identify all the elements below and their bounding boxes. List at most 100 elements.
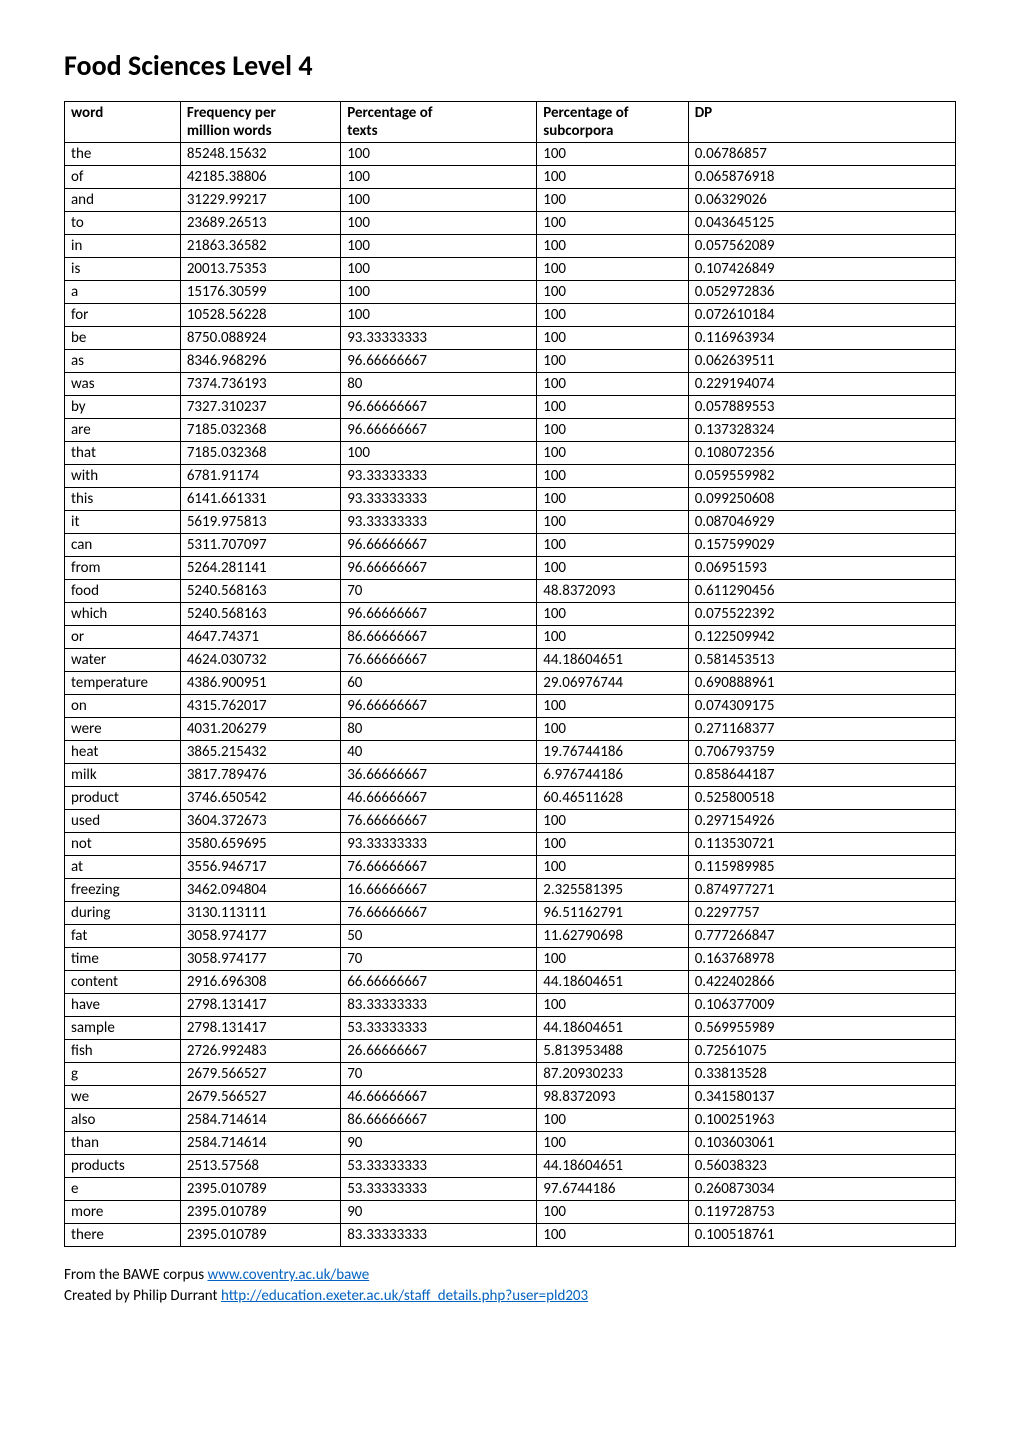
data-table: wordFrequency permillion wordsPercentage… [64, 101, 956, 1247]
table-cell: 31229.99217 [180, 189, 340, 212]
table-row: products2513.5756853.3333333344.18604651… [65, 1155, 956, 1178]
table-cell: products [65, 1155, 181, 1178]
table-cell: 93.33333333 [341, 833, 537, 856]
table-cell: 11.62790698 [537, 925, 688, 948]
table-cell: 70 [341, 580, 537, 603]
table-cell: 100 [537, 994, 688, 1017]
table-row: food5240.5681637048.83720930.611290456 [65, 580, 956, 603]
table-row: during3130.11311176.6666666796.511627910… [65, 902, 956, 925]
table-cell: 100 [537, 258, 688, 281]
table-cell: 0.229194074 [688, 373, 955, 396]
table-cell: 0.611290456 [688, 580, 955, 603]
table-cell: 0.059559982 [688, 465, 955, 488]
table-cell: 93.33333333 [341, 511, 537, 534]
table-cell: 0.06786857 [688, 143, 955, 166]
table-cell: 0.116963934 [688, 327, 955, 350]
table-cell: 0.100251963 [688, 1109, 955, 1132]
table-cell: 0.122509942 [688, 626, 955, 649]
table-cell: 2916.696308 [180, 971, 340, 994]
footer: From the BAWE corpus www.coventry.ac.uk/… [64, 1265, 956, 1307]
table-cell: 0.06329026 [688, 189, 955, 212]
table-row: be8750.08892493.333333331000.116963934 [65, 327, 956, 350]
table-cell: 2726.992483 [180, 1040, 340, 1063]
table-cell: 0.108072356 [688, 442, 955, 465]
table-cell: 2679.566527 [180, 1086, 340, 1109]
table-cell: 100 [537, 833, 688, 856]
footer-link-bawe[interactable]: www.coventry.ac.uk/bawe [207, 1266, 369, 1284]
table-cell: fat [65, 925, 181, 948]
table-cell: 5264.281141 [180, 557, 340, 580]
table-cell: 0.052972836 [688, 281, 955, 304]
table-cell: 76.66666667 [341, 810, 537, 833]
table-row: was7374.736193801000.229194074 [65, 373, 956, 396]
table-cell: to [65, 212, 181, 235]
table-cell: the [65, 143, 181, 166]
table-cell: 7185.032368 [180, 419, 340, 442]
footer-text: From the BAWE corpus [64, 1266, 207, 1284]
table-cell: 7327.310237 [180, 396, 340, 419]
table-cell: 100 [537, 695, 688, 718]
table-cell: 0.157599029 [688, 534, 955, 557]
table-cell: 40 [341, 741, 537, 764]
table-cell: 8346.968296 [180, 350, 340, 373]
table-cell: 93.33333333 [341, 465, 537, 488]
table-cell: 0.107426849 [688, 258, 955, 281]
table-cell: 70 [341, 1063, 537, 1086]
table-cell: 100 [537, 189, 688, 212]
table-cell: a [65, 281, 181, 304]
table-cell: 3865.215432 [180, 741, 340, 764]
table-cell: 100 [537, 810, 688, 833]
table-cell: 53.33333333 [341, 1155, 537, 1178]
table-cell: 3604.372673 [180, 810, 340, 833]
table-cell: it [65, 511, 181, 534]
table-cell: 100 [537, 534, 688, 557]
table-cell: 60.46511628 [537, 787, 688, 810]
table-cell: product [65, 787, 181, 810]
table-cell: 5240.568163 [180, 580, 340, 603]
table-row: it5619.97581393.333333331000.087046929 [65, 511, 956, 534]
table-cell: 53.33333333 [341, 1178, 537, 1201]
table-cell: 3058.974177 [180, 925, 340, 948]
table-row: on4315.76201796.666666671000.074309175 [65, 695, 956, 718]
table-row: used3604.37267376.666666671000.297154926 [65, 810, 956, 833]
table-cell: 0.057562089 [688, 235, 955, 258]
footer-link-exeter[interactable]: http://education.exeter.ac.uk/staff_deta… [221, 1287, 588, 1305]
table-cell: 0.777266847 [688, 925, 955, 948]
table-cell: 100 [341, 304, 537, 327]
table-cell: 85248.15632 [180, 143, 340, 166]
table-row: e2395.01078953.3333333397.67441860.26087… [65, 1178, 956, 1201]
table-cell: water [65, 649, 181, 672]
table-row: can5311.70709796.666666671000.157599029 [65, 534, 956, 557]
table-cell: 96.66666667 [341, 350, 537, 373]
table-cell: 4386.900951 [180, 672, 340, 695]
table-cell: 8750.088924 [180, 327, 340, 350]
table-row: is20013.753531001000.107426849 [65, 258, 956, 281]
table-cell: 100 [341, 258, 537, 281]
table-cell: 66.66666667 [341, 971, 537, 994]
table-cell: 100 [537, 511, 688, 534]
table-cell: 20013.75353 [180, 258, 340, 281]
table-row: content2916.69630866.6666666744.18604651… [65, 971, 956, 994]
table-cell: that [65, 442, 181, 465]
table-cell: 96.66666667 [341, 603, 537, 626]
table-cell: 5240.568163 [180, 603, 340, 626]
table-cell: 0.858644187 [688, 764, 955, 787]
table-row: also2584.71461486.666666671000.100251963 [65, 1109, 956, 1132]
column-header: DP [688, 102, 955, 143]
table-cell: 100 [537, 1224, 688, 1247]
table-cell: 3130.113111 [180, 902, 340, 925]
table-cell: 4624.030732 [180, 649, 340, 672]
table-cell: 100 [341, 281, 537, 304]
table-cell: g [65, 1063, 181, 1086]
table-cell: 100 [537, 281, 688, 304]
table-row: fish2726.99248326.666666675.8139534880.7… [65, 1040, 956, 1063]
table-cell: 0.113530721 [688, 833, 955, 856]
table-cell: 100 [537, 235, 688, 258]
table-cell: 86.66666667 [341, 626, 537, 649]
table-cell: 0.119728753 [688, 1201, 955, 1224]
table-cell: 0.106377009 [688, 994, 955, 1017]
table-cell: 100 [537, 557, 688, 580]
table-cell: 0.06951593 [688, 557, 955, 580]
table-cell: 21863.36582 [180, 235, 340, 258]
table-cell: 0.057889553 [688, 396, 955, 419]
